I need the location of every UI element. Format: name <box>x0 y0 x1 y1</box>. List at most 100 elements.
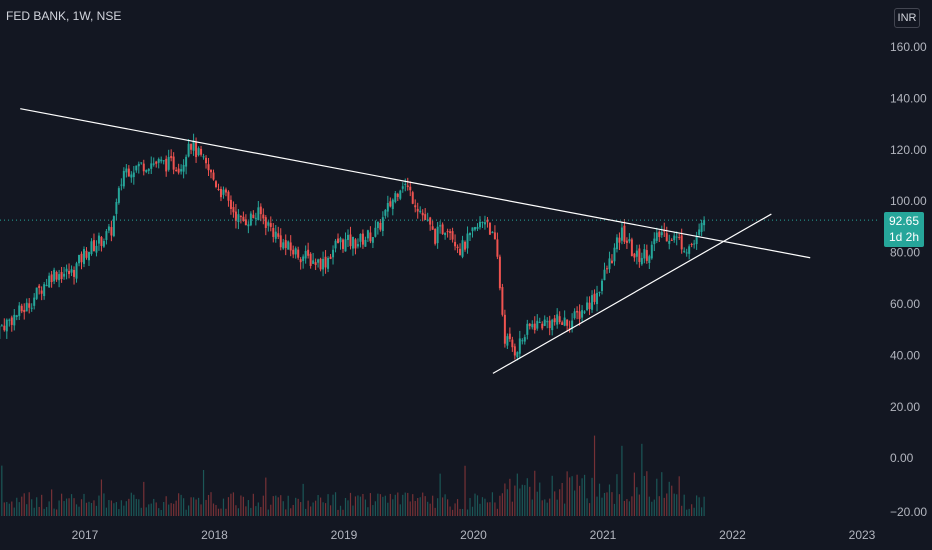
candle-body <box>45 285 48 287</box>
candle-body <box>386 203 389 212</box>
volume-bar <box>312 502 314 516</box>
volume-bar <box>242 496 244 516</box>
volume-bar <box>663 497 665 516</box>
volume-bar <box>185 509 187 516</box>
candle-body <box>543 319 546 326</box>
candle-body <box>454 241 457 247</box>
candle-body <box>583 311 586 313</box>
volume-bar <box>501 493 503 516</box>
candle-body <box>35 287 38 299</box>
candle-body <box>618 237 621 243</box>
candle-body <box>75 263 78 279</box>
candle-body <box>30 307 33 309</box>
volume-bar <box>526 478 528 516</box>
volume-bar <box>459 508 461 516</box>
volume-bar <box>212 503 215 516</box>
candle-body <box>389 201 392 207</box>
candle-body <box>673 235 676 241</box>
volume-bar <box>16 497 18 516</box>
volume-bar <box>653 499 655 516</box>
volume-bar <box>566 471 568 516</box>
candle-body <box>608 258 611 270</box>
volume-bar <box>13 507 15 516</box>
candle-body <box>506 336 509 346</box>
volume-bar <box>651 501 653 516</box>
volume-bar <box>48 501 50 516</box>
volume-bar <box>300 502 302 516</box>
candle-body <box>140 162 143 164</box>
volume-bar <box>442 497 444 516</box>
last-price-value: 92.65 <box>888 214 920 228</box>
volume-bar <box>257 502 259 516</box>
candle-body <box>252 214 255 219</box>
candlestick-series <box>0 133 706 361</box>
volume-bar <box>621 445 623 516</box>
candle-body <box>175 169 178 172</box>
volume-bar <box>379 494 381 516</box>
candle-body <box>648 256 651 263</box>
volume-bar <box>36 497 38 516</box>
candle-body <box>683 250 686 252</box>
volume-bar <box>454 503 456 516</box>
volume-bar <box>374 501 376 516</box>
candle-body <box>102 241 105 247</box>
volume-bar <box>569 477 571 516</box>
volume-bar <box>38 506 40 516</box>
candle-body <box>312 260 315 264</box>
resistance-trendline[interactable] <box>20 108 811 259</box>
volume-bar <box>574 490 576 516</box>
candle-body <box>185 156 188 167</box>
volume-bar <box>434 507 436 516</box>
volume-bar <box>611 492 613 516</box>
support-trendline[interactable] <box>492 213 772 374</box>
volume-bar <box>85 502 88 516</box>
y-tick-label: 80.00 <box>890 246 920 260</box>
currency-button[interactable]: INR <box>894 8 920 28</box>
candle-body <box>351 236 354 249</box>
volume-bar <box>581 478 583 516</box>
volume-bar <box>190 497 192 516</box>
candle-body <box>439 225 442 227</box>
candle-body <box>63 273 66 277</box>
volume-bar <box>252 493 254 516</box>
volume-bar <box>33 507 35 516</box>
volume-bar <box>133 494 135 516</box>
volume-bar <box>424 496 426 516</box>
price-axis[interactable]: 160.00 140.00 120.00 100.00 80.00 60.00 40.00 2… <box>890 40 927 519</box>
candle-body <box>342 239 345 249</box>
volume-bar <box>427 501 429 516</box>
candle-body <box>449 231 452 233</box>
volume-bar <box>571 476 573 516</box>
candle-body <box>190 143 193 150</box>
candle-body <box>531 324 534 328</box>
candle-body <box>229 199 232 209</box>
volume-bar <box>173 503 175 516</box>
candle-body <box>314 262 317 265</box>
volume-bar <box>188 505 190 516</box>
x-tick-label: 2023 <box>849 528 876 542</box>
volume-bar <box>78 506 80 516</box>
candle-body <box>409 186 412 191</box>
volume-histogram <box>1 435 705 516</box>
volume-bar <box>683 494 685 516</box>
candle-body <box>142 163 145 172</box>
time-axis[interactable]: 2017 2018 2019 2020 2021 2022 2023 <box>72 528 876 542</box>
volume-bar <box>240 495 242 516</box>
candle-body <box>92 240 95 252</box>
y-tick-label: −20.00 <box>890 505 927 519</box>
volume-bar <box>272 496 274 516</box>
candle-body <box>379 222 382 230</box>
volume-bar <box>200 504 202 516</box>
candle-body <box>257 207 260 220</box>
y-tick-label: 100.00 <box>890 194 927 208</box>
candle-body <box>132 172 135 178</box>
volume-bar <box>31 499 33 516</box>
candle-body <box>127 168 130 177</box>
candle-body <box>60 272 63 280</box>
volume-bar <box>290 508 292 516</box>
symbol-title[interactable]: FED BANK, 1W, NSE <box>6 9 122 23</box>
volume-bar <box>327 494 329 516</box>
volume-bar <box>648 496 650 516</box>
volume-bar <box>334 492 337 516</box>
